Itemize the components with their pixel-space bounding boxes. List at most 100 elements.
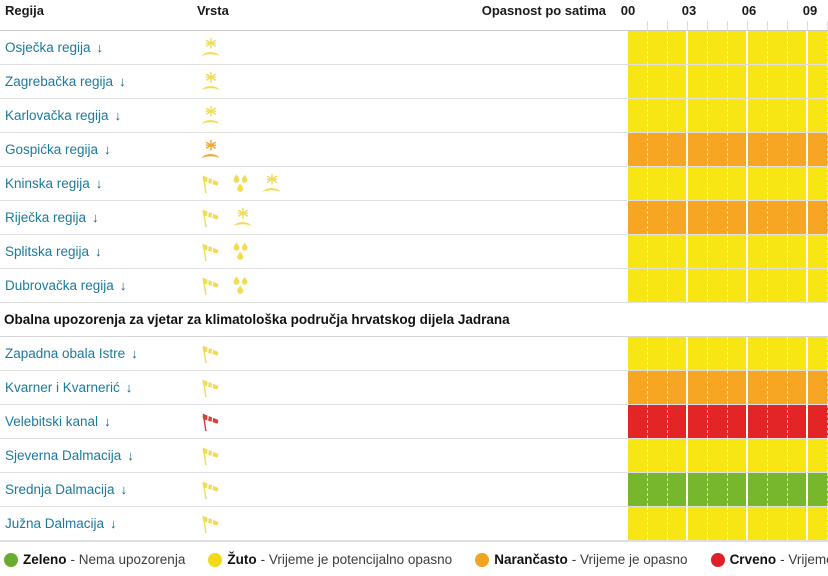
severity-block-3h	[628, 337, 686, 370]
severity-block-3h	[748, 507, 806, 540]
warning-type-icons	[199, 65, 222, 98]
table-row: Kvarner i Kvarnerić ↓	[0, 371, 828, 405]
wind-icon	[202, 447, 219, 466]
inland-warning-rows: Osječka regija ↓ Zagrebačka regija ↓ Karlo…	[0, 31, 828, 303]
wind-icon	[202, 515, 219, 534]
region-link[interactable]: Splitska regija ↓	[5, 235, 102, 268]
severity-block-3h	[688, 167, 746, 200]
coastal-warning-rows: Zapadna obala Istre ↓ Kvarner i Kvarnerić…	[0, 337, 828, 541]
severity-block-3h	[628, 507, 686, 540]
severity-block-3h	[628, 167, 686, 200]
region-name: Kninska regija	[5, 176, 90, 191]
legend-color-dot	[4, 552, 18, 567]
wind-icon	[202, 413, 219, 432]
region-link[interactable]: Karlovačka regija ↓	[5, 99, 121, 132]
legend-name: Zeleno	[23, 552, 67, 567]
severity-block-3h	[808, 269, 828, 302]
snow-ice-icon	[201, 37, 220, 56]
region-link[interactable]: Zapadna obala Istre ↓	[5, 337, 138, 370]
legend-color-dot	[710, 552, 725, 567]
severity-block-3h	[748, 439, 806, 472]
severity-block-3h	[748, 473, 806, 506]
hourly-severity-band	[628, 337, 828, 370]
warning-type-icons	[199, 405, 222, 438]
rain-icon	[233, 174, 248, 192]
legend-color-dot	[475, 552, 490, 567]
warning-type-icons	[199, 473, 222, 506]
severity-block-3h	[688, 473, 746, 506]
region-link[interactable]: Gospićka regija ↓	[5, 133, 111, 166]
hour-label-09: 09	[802, 3, 818, 18]
hourly-severity-band	[628, 167, 828, 200]
region-name: Zapadna obala Istre	[5, 346, 126, 361]
region-name: Srednja Dalmacija	[5, 482, 115, 497]
legend-item: Žuto - Vrijeme je potencijalno opasno	[208, 552, 452, 567]
hourly-severity-band	[628, 405, 828, 438]
table-row: Karlovačka regija ↓	[0, 99, 828, 133]
column-header-region: Regija	[5, 3, 45, 18]
hourly-severity-band	[628, 439, 828, 472]
hour-tick-strip	[628, 21, 828, 30]
column-header-type: Vrsta	[197, 3, 229, 18]
wind-icon	[202, 379, 219, 398]
hourly-severity-band	[628, 473, 828, 506]
severity-block-3h	[748, 235, 806, 268]
region-link[interactable]: Velebitski kanal ↓	[5, 405, 111, 438]
expand-arrow-icon: ↓	[119, 278, 127, 293]
wind-icon	[202, 175, 219, 194]
table-row: Splitska regija ↓	[0, 235, 828, 269]
table-row: Sjeverna Dalmacija ↓	[0, 439, 828, 473]
hourly-severity-band	[628, 269, 828, 302]
snow-ice-icon	[262, 173, 281, 192]
warning-type-icons	[199, 337, 222, 370]
column-header-hours: Opasnost po satima	[481, 3, 606, 18]
severity-block-3h	[688, 507, 746, 540]
table-row: Velebitski kanal ↓	[0, 405, 828, 439]
severity-legend: Zeleno - Nema upozorenja Žuto - Vrijeme je …	[0, 541, 828, 576]
region-link[interactable]: Sjeverna Dalmacija ↓	[5, 439, 134, 472]
snow-ice-icon	[201, 139, 220, 158]
legend-item: Narančasto - Vrijeme je opasno	[475, 552, 688, 567]
severity-block-3h	[808, 167, 828, 200]
region-link[interactable]: Zagrebačka regija ↓	[5, 65, 126, 98]
coastal-section-title: Obalna upozorenja za vjetar za klimatolo…	[4, 312, 510, 327]
hour-label-00: 00	[620, 3, 636, 18]
region-name: Sjeverna Dalmacija	[5, 448, 122, 463]
table-row: Gospićka regija ↓	[0, 133, 828, 167]
region-name: Kvarner i Kvarnerić	[5, 380, 120, 395]
region-link[interactable]: Kvarner i Kvarnerić ↓	[5, 371, 132, 404]
rain-icon	[233, 276, 248, 294]
region-link[interactable]: Osječka regija ↓	[5, 31, 103, 64]
expand-arrow-icon: ↓	[92, 210, 99, 225]
severity-block-3h	[808, 337, 828, 370]
severity-block-3h	[808, 133, 828, 166]
rain-icon	[233, 242, 248, 260]
hour-label-06: 06	[741, 3, 757, 18]
region-link[interactable]: Srednja Dalmacija ↓	[5, 473, 127, 506]
severity-block-3h	[628, 235, 686, 268]
severity-block-3h	[628, 269, 686, 302]
severity-block-3h	[748, 65, 806, 98]
region-link[interactable]: Kninska regija ↓	[5, 167, 102, 200]
severity-block-3h	[688, 235, 746, 268]
expand-arrow-icon: ↓	[120, 482, 128, 497]
region-link[interactable]: Riječka regija ↓	[5, 201, 99, 234]
region-name: Dubrovačka regija	[5, 278, 114, 293]
severity-block-3h	[808, 201, 828, 234]
region-link[interactable]: Dubrovačka regija ↓	[5, 269, 126, 302]
snow-ice-icon	[201, 71, 220, 90]
snow-ice-icon	[201, 105, 220, 124]
region-link[interactable]: Južna Dalmacija ↓	[5, 507, 117, 540]
hourly-severity-band	[628, 235, 828, 268]
severity-block-3h	[688, 31, 746, 64]
table-header: Regija Vrsta Opasnost po satima 00 03 06…	[0, 0, 828, 31]
legend-item: Zeleno - Nema upozorenja	[4, 552, 185, 567]
severity-block-3h	[628, 201, 686, 234]
warning-type-icons	[199, 99, 222, 132]
region-name: Velebitski kanal	[5, 414, 99, 429]
severity-block-3h	[688, 99, 746, 132]
hour-label-03: 03	[681, 3, 697, 18]
severity-block-3h	[808, 473, 828, 506]
severity-block-3h	[628, 133, 686, 166]
